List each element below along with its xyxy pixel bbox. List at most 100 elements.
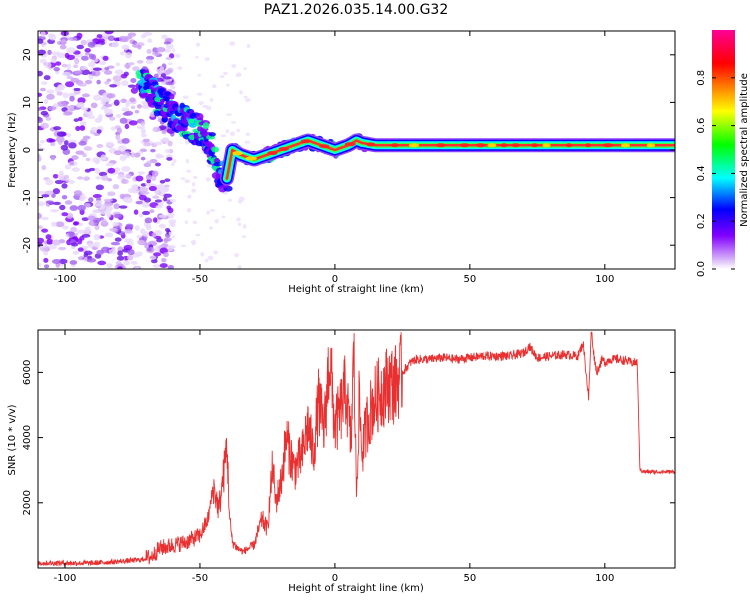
noise-dot [148, 185, 157, 192]
noise-dot [81, 217, 89, 222]
noise-dot [167, 212, 175, 219]
noise-dot [112, 75, 122, 82]
noise-dot [57, 40, 62, 46]
noise-dot [71, 167, 81, 172]
noise-dot [117, 250, 123, 256]
noise-dot [68, 37, 78, 41]
noise-dot [115, 114, 122, 118]
noise-dot [67, 92, 77, 97]
noise-dot [139, 148, 148, 153]
noise-dot [151, 170, 159, 177]
noise-dot [73, 87, 81, 92]
noise-dot [209, 97, 214, 102]
noise-dot [162, 76, 172, 80]
snr-x-label: Height of straight line (km) [288, 583, 424, 594]
noise-dot [205, 177, 212, 182]
noise-dot [95, 176, 102, 180]
noise-dot [66, 47, 76, 54]
noise-dot [222, 71, 228, 75]
noise-dot [95, 202, 103, 207]
x-tick-label: 0 [332, 573, 338, 584]
noise-dot [137, 104, 142, 109]
y-tick-label: -10 [22, 189, 33, 205]
snr-y-ticks: 2000 4000 6000 [22, 360, 675, 516]
noise-dot [146, 179, 152, 184]
noise-dot [52, 188, 61, 195]
noise-dot [140, 34, 147, 39]
ridge-blob [141, 92, 150, 98]
noise-dot [180, 177, 186, 180]
noise-dot [98, 96, 105, 101]
noise-dot [92, 193, 102, 199]
noise-dot [38, 201, 46, 207]
noise-dot [165, 56, 172, 61]
ridge-peak [344, 142, 356, 147]
noise-dot [88, 197, 94, 203]
noise-dot [56, 131, 66, 137]
noise-dot [82, 153, 87, 158]
noise-dot [164, 186, 170, 192]
noise-dot [154, 199, 162, 203]
noise-dot [46, 238, 54, 245]
noise-dot [124, 153, 131, 159]
noise-dot [103, 198, 114, 202]
noise-dot [171, 162, 175, 167]
noise-dot [156, 46, 166, 53]
noise-dot [245, 132, 250, 137]
noise-dot [48, 244, 57, 250]
noise-dot [127, 254, 133, 261]
noise-dot [169, 53, 175, 59]
noise-dot [50, 141, 56, 147]
noise-dot [100, 105, 108, 111]
noise-dot [41, 228, 49, 233]
noise-dot [83, 176, 91, 181]
noise-dot [114, 69, 124, 75]
noise-dot [127, 84, 137, 88]
noise-dot [227, 198, 232, 202]
noise-dot [62, 71, 72, 77]
noise-dot [114, 237, 122, 242]
noise-dot [166, 205, 172, 210]
noise-dot [47, 49, 52, 55]
noise-dot [62, 92, 69, 99]
noise-dot [108, 248, 117, 255]
noise-dot [159, 263, 168, 269]
noise-dot [104, 67, 110, 71]
noise-dot [96, 79, 101, 85]
noise-dot [40, 122, 49, 129]
noise-dot [84, 48, 91, 53]
colorbar-ticks: 0.0 0.2 0.4 0.6 0.8 [696, 70, 735, 277]
noise-dot [192, 220, 198, 225]
noise-dot [167, 140, 173, 147]
noise-dot [138, 213, 144, 218]
noise-dot [102, 55, 109, 61]
noise-dot [140, 133, 147, 138]
noise-dot [121, 166, 131, 172]
noise-dot [231, 121, 236, 124]
x-tick-label: 100 [595, 274, 614, 285]
noise-dot [241, 235, 247, 239]
noise-dot [81, 107, 89, 111]
noise-dot [69, 162, 75, 166]
noise-dot [149, 255, 157, 260]
noise-dot [93, 209, 100, 214]
ridge-peak [390, 143, 400, 148]
noise-dot [170, 85, 176, 90]
noise-dot [130, 77, 137, 83]
noise-dot [77, 97, 86, 104]
y-tick-label: 4000 [22, 425, 33, 450]
noise-dot [59, 170, 64, 176]
noise-dot [142, 210, 150, 216]
noise-dot [43, 264, 50, 269]
noise-dot [123, 197, 133, 204]
noise-dot [167, 62, 174, 66]
noise-dot [77, 204, 86, 212]
noise-dot [117, 266, 123, 269]
noise-dot [45, 200, 54, 204]
noise-dot [121, 44, 130, 51]
noise-dot [79, 125, 86, 131]
noise-dot [90, 102, 98, 109]
ridge-peak [366, 142, 376, 147]
noise-dot [79, 120, 87, 127]
